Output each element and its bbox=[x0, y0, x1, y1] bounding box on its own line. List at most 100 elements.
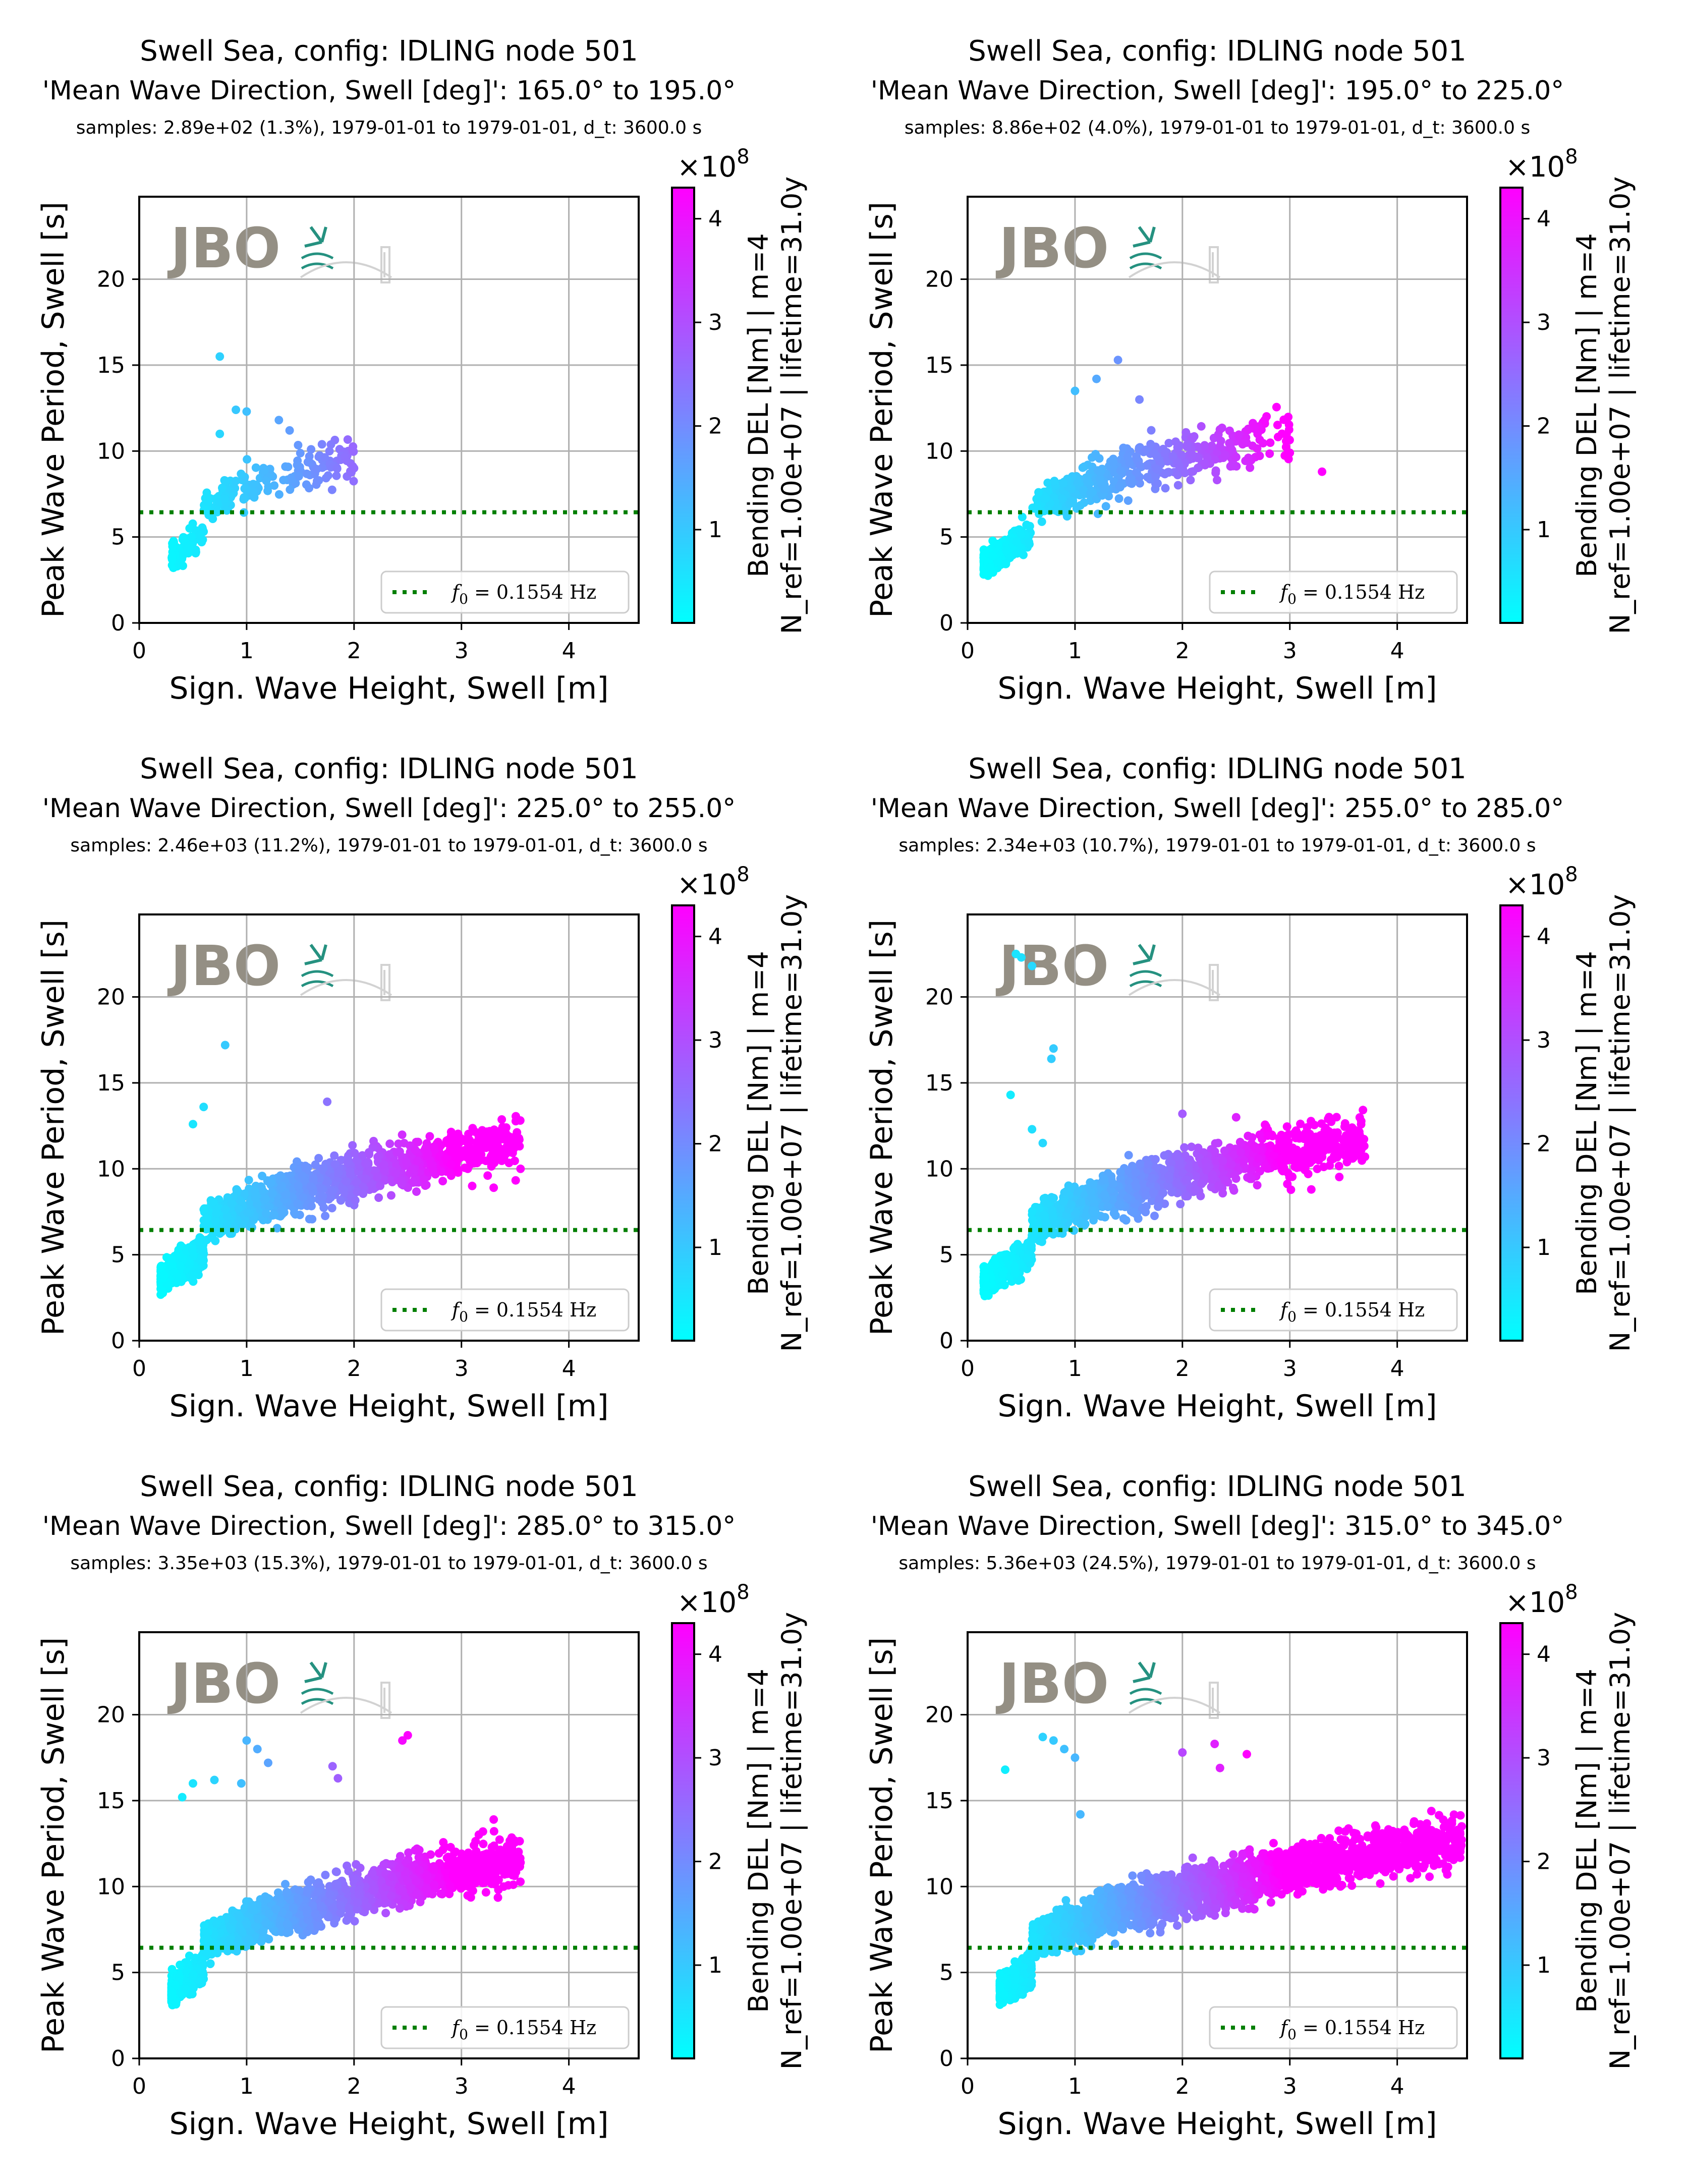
data-point bbox=[189, 1120, 197, 1129]
data-point bbox=[1318, 467, 1327, 476]
colorbar-exponent-base: ×10 bbox=[1505, 869, 1565, 901]
chart-title: Swell Sea, config: IDLING node 501 bbox=[140, 35, 638, 68]
jbo-logo: JBO bbox=[167, 216, 392, 283]
x-tick-label: 2 bbox=[1175, 638, 1190, 664]
data-point bbox=[346, 1170, 355, 1178]
data-point bbox=[1035, 1236, 1044, 1245]
data-point bbox=[1154, 1202, 1162, 1211]
data-point bbox=[1136, 462, 1145, 470]
data-point bbox=[156, 1290, 165, 1299]
data-point bbox=[1334, 1162, 1343, 1171]
data-point bbox=[423, 1150, 432, 1159]
legend-rest: = 0.1554 Hz bbox=[468, 581, 596, 603]
data-point bbox=[1340, 1122, 1349, 1131]
data-point bbox=[1028, 961, 1037, 970]
y-tick-label: 5 bbox=[939, 1242, 953, 1268]
data-point bbox=[516, 1116, 525, 1125]
data-point bbox=[1125, 459, 1134, 468]
data-point bbox=[1247, 1174, 1256, 1183]
turbine-icon bbox=[1133, 226, 1156, 248]
jbo-logo: JBO bbox=[995, 216, 1221, 283]
turbine-icon bbox=[304, 226, 327, 248]
data-point bbox=[1151, 1155, 1160, 1164]
data-point bbox=[1288, 1145, 1298, 1155]
data-point bbox=[250, 1186, 259, 1195]
data-point bbox=[261, 1194, 270, 1203]
data-point bbox=[294, 472, 303, 481]
x-tick-label: 4 bbox=[1390, 638, 1404, 664]
y-tick-label: 20 bbox=[97, 985, 125, 1010]
data-point bbox=[1076, 501, 1085, 510]
data-point bbox=[1131, 1168, 1140, 1177]
data-point bbox=[1028, 1216, 1037, 1225]
bridge-icon bbox=[300, 246, 392, 283]
data-point bbox=[195, 531, 204, 540]
data-point bbox=[1260, 416, 1269, 425]
data-point bbox=[1250, 1142, 1259, 1151]
data-point bbox=[266, 1178, 275, 1187]
data-point bbox=[241, 485, 250, 494]
data-point bbox=[1089, 1208, 1097, 1217]
data-point bbox=[1146, 440, 1155, 448]
legend-sub: 0 bbox=[459, 591, 468, 607]
data-point bbox=[199, 1205, 208, 1214]
data-point bbox=[1178, 1109, 1187, 1118]
chart-subtitle: 'Mean Wave Direction, Swell [deg]': 165.… bbox=[42, 76, 736, 106]
data-point bbox=[1141, 1191, 1150, 1200]
data-point bbox=[303, 457, 312, 467]
data-point bbox=[276, 1171, 285, 1180]
data-point bbox=[215, 352, 224, 361]
legend: f0 = 0.1554 Hz bbox=[380, 1288, 630, 1332]
data-point bbox=[1079, 486, 1088, 495]
data-point bbox=[1041, 1218, 1050, 1227]
legend-label: f0 = 0.1554 Hz bbox=[451, 581, 596, 607]
x-tick-label: 0 bbox=[132, 1356, 146, 1382]
bridge-icon bbox=[300, 964, 392, 1001]
data-point bbox=[1188, 450, 1197, 459]
logo-text: JBO bbox=[167, 1651, 280, 1716]
data-point bbox=[1164, 439, 1173, 447]
data-point bbox=[179, 561, 187, 570]
x-tick-label: 2 bbox=[347, 638, 361, 664]
x-axis-label: Sign. Wave Height, Swell [m] bbox=[170, 671, 609, 706]
data-point bbox=[291, 1210, 300, 1219]
x-tick-label: 4 bbox=[562, 638, 576, 664]
data-point bbox=[1207, 441, 1216, 450]
data-point bbox=[1147, 426, 1156, 435]
data-point bbox=[988, 551, 997, 560]
data-point bbox=[1191, 1185, 1200, 1194]
legend: f0 = 0.1554 Hz bbox=[380, 570, 630, 614]
data-point bbox=[1263, 1131, 1272, 1140]
data-point bbox=[288, 475, 297, 484]
data-point bbox=[1160, 1151, 1169, 1160]
data-point bbox=[293, 1199, 302, 1208]
data-point bbox=[369, 1136, 378, 1145]
data-point bbox=[294, 441, 303, 449]
data-point bbox=[993, 557, 1002, 566]
data-point bbox=[244, 1176, 253, 1185]
data-point bbox=[1183, 442, 1192, 451]
data-point bbox=[1220, 1146, 1229, 1156]
data-point bbox=[468, 1181, 477, 1190]
y-tick-label: 20 bbox=[925, 267, 953, 293]
data-point bbox=[1006, 1090, 1015, 1100]
data-point bbox=[1240, 1156, 1249, 1165]
data-point bbox=[1265, 449, 1274, 458]
data-point bbox=[483, 1171, 492, 1180]
data-point bbox=[327, 485, 336, 494]
chart-subtitle: 'Mean Wave Direction, Swell [deg]': 195.… bbox=[871, 76, 1564, 106]
data-point bbox=[258, 1172, 267, 1180]
wave-icon bbox=[301, 252, 334, 270]
data-point bbox=[220, 494, 229, 503]
data-point bbox=[474, 1131, 483, 1140]
data-point bbox=[1324, 1145, 1333, 1154]
colorbar-gradient bbox=[671, 904, 695, 1342]
data-point bbox=[321, 1870, 330, 1879]
chart-info: samples: 8.86e+02 (4.0%), 1979-01-01 to … bbox=[905, 118, 1530, 138]
colorbar-tick-label: 2 bbox=[1537, 1131, 1551, 1157]
data-point bbox=[1121, 1216, 1131, 1225]
x-tick-label: 1 bbox=[1068, 1356, 1082, 1382]
data-point bbox=[1176, 1199, 1185, 1209]
y-tick-label: 0 bbox=[111, 610, 125, 636]
